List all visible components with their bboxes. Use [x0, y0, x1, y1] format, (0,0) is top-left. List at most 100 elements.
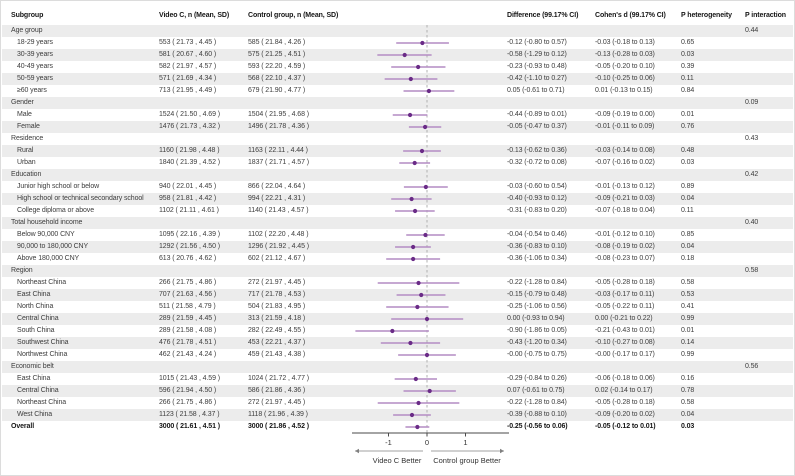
cohens-d-value: -0.05 (-0.12 to 0.01)	[595, 423, 656, 430]
control-value: 586 ( 21.86 , 4.36 )	[248, 387, 306, 394]
subgroup-row: 40-49 years 582 ( 21.97 , 4.57 ) 593 ( 22.…	[1, 61, 794, 73]
subgroup-row: South China 289 ( 21.58 , 4.08 ) 282 ( 22.…	[1, 325, 794, 337]
difference-value: -0.42 (-1.10 to 0.27)	[507, 75, 567, 82]
subgroup-row: 18-29 years 553 ( 21.73 , 4.45 ) 585 ( 21.…	[1, 37, 794, 49]
subgroup-row: Below 90,000 CNY 1095 ( 22.16 , 4.39 ) 110…	[1, 229, 794, 241]
section-label: Total household income	[11, 219, 83, 226]
control-value: 272 ( 21.97 , 4.45 )	[248, 399, 306, 406]
difference-value: -0.22 (-1.28 to 0.84)	[507, 399, 567, 406]
subgroup-row: Female 1476 ( 21.73 , 4.32 ) 1496 ( 21.78 …	[1, 121, 794, 133]
subgroup-row: West China 1123 ( 21.58 , 4.37 ) 1118 ( 21…	[1, 409, 794, 421]
subgroup-label: 50-59 years	[17, 75, 53, 82]
videoc-value: 940 ( 22.01 , 4.45 )	[159, 183, 217, 190]
cohens-d-value: -0.03 (-0.14 to 0.08)	[595, 147, 655, 154]
zebra-stripe	[2, 121, 793, 133]
difference-value: -0.29 (-0.84 to 0.26)	[507, 375, 567, 382]
zebra-stripe	[2, 217, 793, 229]
difference-value: -0.43 (-1.20 to 0.34)	[507, 339, 567, 346]
difference-value: -0.58 (-1.29 to 0.12)	[507, 51, 567, 58]
subgroup-label: Female	[17, 123, 40, 130]
videoc-value: 571 ( 21.69 , 4.34 )	[159, 75, 217, 82]
videoc-value: 1292 ( 21.56 , 4.50 )	[159, 243, 220, 250]
videoc-value: 1476 ( 21.73 , 4.32 )	[159, 123, 220, 130]
cohens-d-value: -0.09 (-0.19 to 0.00)	[595, 111, 655, 118]
subgroup-label: Northwest China	[17, 351, 68, 358]
control-value: 282 ( 22.49 , 4.55 )	[248, 327, 306, 334]
cohens-d-value: -0.06 (-0.18 to 0.06)	[595, 375, 655, 382]
subgroup-row: North China 511 ( 21.58 , 4.79 ) 504 ( 21.…	[1, 301, 794, 313]
zebra-stripe	[2, 97, 793, 109]
videoc-value: 289 ( 21.58 , 4.08 )	[159, 327, 217, 334]
difference-value: -0.32 (-0.72 to 0.08)	[507, 159, 567, 166]
p-interaction-value: 0.40	[745, 219, 759, 226]
control-value: 1496 ( 21.78 , 4.36 )	[248, 123, 309, 130]
p-interaction-value: 0.56	[745, 363, 759, 370]
p-heterogeneity-value: 0.14	[681, 339, 695, 346]
cohens-d-value: 0.00 (-0.21 to 0.22)	[595, 315, 653, 322]
subgroup-label: College diploma or above	[17, 207, 94, 214]
subgroup-label: Central China	[17, 315, 59, 322]
videoc-value: 3000 ( 21.61 , 4.51 )	[159, 423, 220, 430]
p-heterogeneity-value: 0.39	[681, 63, 695, 70]
control-value: 679 ( 21.90 , 4.77 )	[248, 87, 306, 94]
cohens-d-value: 0.01 (-0.13 to 0.15)	[595, 87, 653, 94]
control-value: 1837 ( 21.71 , 4.57 )	[248, 159, 309, 166]
videoc-value: 1840 ( 21.39 , 4.52 )	[159, 159, 220, 166]
cohens-d-value: -0.08 (-0.19 to 0.02)	[595, 243, 655, 250]
difference-value: -0.05 (-0.47 to 0.37)	[507, 123, 567, 130]
difference-value: -0.39 (-0.88 to 0.10)	[507, 411, 567, 418]
cohens-d-value: -0.07 (-0.18 to 0.04)	[595, 207, 655, 214]
p-heterogeneity-value: 0.01	[681, 111, 695, 118]
p-heterogeneity-value: 0.99	[681, 351, 695, 358]
section-label: Residence	[11, 135, 44, 142]
control-value: 585 ( 21.84 , 4.26 )	[248, 39, 306, 46]
p-heterogeneity-value: 0.89	[681, 183, 695, 190]
subgroup-label: Junior high school or below	[17, 183, 100, 190]
header-subgroup: Subgroup	[11, 12, 44, 19]
control-value: 602 ( 21.12 , 4.67 )	[248, 255, 306, 262]
p-heterogeneity-value: 0.41	[681, 303, 695, 310]
subgroup-row: College diploma or above 1102 ( 21.11 , 4…	[1, 205, 794, 217]
subgroup-row: Northwest China 462 ( 21.43 , 4.24 ) 459 (…	[1, 349, 794, 361]
subgroup-label: 30-39 years	[17, 51, 53, 58]
difference-value: -0.36 (-0.83 to 0.10)	[507, 243, 567, 250]
cohens-d-value: -0.09 (-0.20 to 0.02)	[595, 411, 655, 418]
control-value: 453 ( 22.21 , 4.37 )	[248, 339, 306, 346]
difference-value: -0.00 (-0.75 to 0.75)	[507, 351, 567, 358]
p-heterogeneity-value: 0.99	[681, 315, 695, 322]
difference-value: -0.36 (-1.06 to 0.34)	[507, 255, 567, 262]
cohens-d-value: -0.13 (-0.28 to 0.03)	[595, 51, 655, 58]
cohens-d-value: -0.01 (-0.12 to 0.10)	[595, 231, 655, 238]
header-p-heterogeneity: P heterogeneity	[681, 12, 732, 19]
videoc-value: 476 ( 21.78 , 4.51 )	[159, 339, 217, 346]
section-row: Economic belt 0.56	[1, 361, 794, 373]
header-cohens-d: Cohen's d (99.17% CI)	[595, 12, 666, 19]
subgroup-label: North China	[17, 303, 54, 310]
difference-value: 0.05 (-0.61 to 0.71)	[507, 87, 565, 94]
control-value: 504 ( 21.83 , 4.95 )	[248, 303, 306, 310]
control-value: 272 ( 21.97 , 4.45 )	[248, 279, 306, 286]
cohens-d-value: -0.03 (-0.18 to 0.13)	[595, 39, 655, 46]
subgroup-row: East China 1015 ( 21.43 , 4.59 ) 1024 ( 21…	[1, 373, 794, 385]
cohens-d-value: -0.01 (-0.13 to 0.12)	[595, 183, 655, 190]
control-value: 593 ( 22.20 , 4.59 )	[248, 63, 306, 70]
difference-value: 0.00 (-0.93 to 0.94)	[507, 315, 565, 322]
videoc-value: 613 ( 20.76 , 4.62 )	[159, 255, 217, 262]
section-label: Economic belt	[11, 363, 54, 370]
p-interaction-value: 0.09	[745, 99, 759, 106]
section-row: Residence 0.43	[1, 133, 794, 145]
subgroup-row: Northeast China 266 ( 21.75 , 4.86 ) 272 (…	[1, 397, 794, 409]
p-heterogeneity-value: 0.84	[681, 87, 695, 94]
p-heterogeneity-value: 0.18	[681, 255, 695, 262]
p-heterogeneity-value: 0.85	[681, 231, 695, 238]
subgroup-row: ≥60 years 713 ( 21.95 , 4.49 ) 679 ( 21.90…	[1, 85, 794, 97]
x-axis-tick-label: 0	[425, 438, 429, 447]
difference-value: -0.25 (-0.56 to 0.06)	[507, 423, 568, 430]
p-heterogeneity-value: 0.53	[681, 291, 695, 298]
subgroup-label: Above 180,000 CNY	[17, 255, 80, 262]
cohens-d-value: 0.02 (-0.14 to 0.17)	[595, 387, 653, 394]
p-interaction-value: 0.42	[745, 171, 759, 178]
control-value: 575 ( 21.25 , 4.51 )	[248, 51, 306, 58]
section-row: Age group 0.44	[1, 25, 794, 37]
